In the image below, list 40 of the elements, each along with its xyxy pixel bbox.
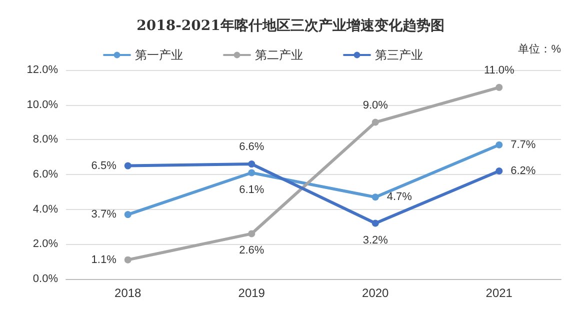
point (248, 160, 256, 168)
point (496, 141, 503, 148)
point (124, 162, 132, 170)
point (124, 256, 132, 264)
y-tick-label: 12.0% (26, 64, 58, 76)
x-tick-label: 2018 (114, 286, 142, 300)
y-tick-label: 2.0% (32, 238, 58, 250)
data-label: 9.0% (362, 99, 388, 112)
legend-label: 第三产业 (375, 48, 423, 62)
data-label: 1.1% (91, 254, 117, 266)
data-label: 6.1% (239, 184, 264, 196)
x-tick-label: 2019 (238, 286, 266, 300)
data-label: 3.7% (91, 208, 117, 221)
data-label: 6.5% (91, 160, 117, 172)
y-tick-label: 6.0% (32, 168, 58, 180)
data-label: 11.0% (484, 64, 515, 76)
chart-title: 2018-2021年喀什地区三次产业增速变化趋势图 (136, 17, 444, 34)
legend-label: 第二产业 (255, 48, 303, 62)
data-label: 3.2% (362, 234, 388, 246)
point (372, 194, 379, 201)
point (372, 220, 379, 227)
x-tick-label: 2021 (486, 286, 513, 300)
point (124, 211, 132, 218)
point (372, 118, 379, 126)
data-label: 4.7% (386, 191, 412, 204)
y-tick-label: 4.0% (32, 203, 58, 216)
y-tick-label: 0.0% (32, 273, 58, 285)
point (496, 84, 503, 91)
point (496, 168, 503, 175)
x-tick-label: 2020 (362, 286, 390, 300)
data-label: 6.2% (510, 165, 536, 178)
data-label: 2.6% (239, 244, 264, 257)
point (248, 169, 256, 176)
point (248, 230, 256, 238)
data-label: 6.6% (239, 141, 264, 154)
legend-label: 第一产业 (135, 48, 183, 62)
y-tick-label: 8.0% (32, 134, 58, 146)
text: 单位：% (518, 42, 562, 56)
data-label: 7.7% (510, 138, 536, 151)
y-tick-label: 10.0% (26, 98, 58, 111)
